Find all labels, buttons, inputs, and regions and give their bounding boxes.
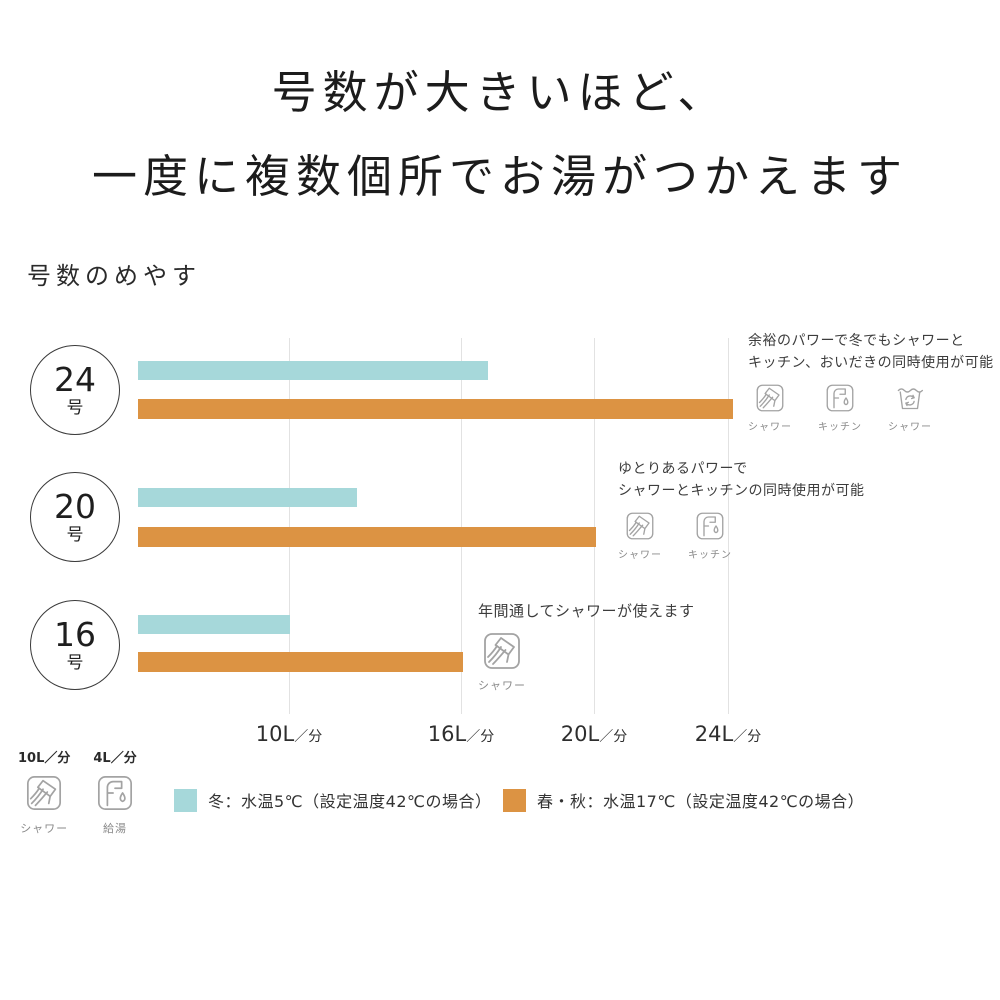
size-circle-20: 20 号 bbox=[30, 472, 120, 562]
icon-label: シャワー bbox=[618, 550, 662, 561]
legend-label: 春・秋：水温17℃（設定温度42℃の場合） bbox=[537, 792, 865, 811]
gridline-10l bbox=[289, 338, 290, 714]
shower-icon bbox=[755, 383, 785, 413]
kitchen-faucet-icon bbox=[695, 511, 725, 541]
tick-unit: ／分 bbox=[599, 729, 628, 745]
icon-unit: シャワー bbox=[888, 383, 932, 439]
shower-icon bbox=[625, 511, 655, 541]
annotation-24: 余裕のパワーで冬でもシャワーと キッチン、おいだきの同時使用が可能 シャワー bbox=[748, 330, 994, 439]
page-title-line2: 一度に複数個所でお湯がつかえます bbox=[91, 150, 908, 203]
size-unit: 号 bbox=[66, 653, 84, 673]
icon-unit: キッチン bbox=[818, 383, 862, 439]
legend-swatch-winter bbox=[174, 788, 197, 812]
annotation-icons: シャワー bbox=[478, 631, 695, 697]
size-number: 20 bbox=[54, 487, 96, 526]
gridline-16l bbox=[461, 338, 462, 714]
page-title-line1: 号数が大きいほど、 bbox=[271, 66, 729, 119]
annotation-icons: シャワー キッチン bbox=[618, 511, 865, 567]
annotation-text-line1: 余裕のパワーで冬でもシャワーと bbox=[748, 333, 965, 349]
size-number: 16 bbox=[54, 615, 96, 654]
size-number: 24 bbox=[54, 360, 96, 399]
flow-reference-shower: 10L／分 シャワー bbox=[18, 747, 70, 836]
flow-reference-hot-water: 4L／分 給湯 bbox=[93, 747, 136, 836]
legend-spring-autumn: 春・秋：水温17℃（設定温度42℃の場合） bbox=[503, 788, 864, 812]
axis-tick-20l: 20L／分 bbox=[561, 722, 627, 746]
bar-20-spring-autumn bbox=[138, 527, 596, 547]
icon-unit: キッチン bbox=[688, 511, 732, 567]
tick-unit: ／分 bbox=[733, 729, 762, 745]
size-circle-24: 24 号 bbox=[30, 345, 120, 435]
shower-icon bbox=[482, 631, 522, 671]
bar-24-spring-autumn bbox=[138, 399, 733, 419]
axis-tick-10l: 10L／分 bbox=[256, 722, 322, 746]
tick-value: 10L bbox=[255, 722, 295, 746]
annotation-text-line2: シャワーとキッチンの同時使用が可能 bbox=[618, 483, 865, 499]
icon-unit: シャワー bbox=[618, 511, 662, 567]
flow-value: 4L／分 bbox=[93, 751, 137, 766]
gridline-20l bbox=[594, 338, 595, 714]
legend-winter: 冬：水温5℃（設定温度42℃の場合） bbox=[174, 788, 491, 812]
icon-label: シャワー bbox=[478, 679, 526, 692]
legend-label: 冬：水温5℃（設定温度42℃の場合） bbox=[208, 792, 492, 811]
flow-label: 給湯 bbox=[103, 822, 128, 835]
flow-label: シャワー bbox=[20, 822, 69, 835]
tick-value: 20L bbox=[560, 722, 600, 746]
faucet-icon bbox=[96, 774, 134, 816]
size-unit: 号 bbox=[66, 525, 84, 545]
annotation-text-line1: ゆとりあるパワーで bbox=[618, 461, 748, 477]
bar-16-winter bbox=[138, 615, 290, 634]
flow-value: 10L／分 bbox=[18, 751, 71, 766]
bar-20-winter bbox=[138, 488, 357, 507]
flow-reference: 10L／分 シャワー 4L／分 bbox=[18, 747, 137, 836]
icon-unit: シャワー bbox=[748, 383, 792, 439]
tick-value: 16L bbox=[427, 722, 467, 746]
icon-label: キッチン bbox=[818, 422, 862, 433]
legend-swatch-spring-autumn bbox=[503, 788, 526, 812]
axis-tick-24l: 24L／分 bbox=[695, 722, 761, 746]
tick-unit: ／分 bbox=[466, 729, 495, 745]
icon-unit: シャワー bbox=[478, 631, 526, 697]
size-unit: 号 bbox=[66, 398, 84, 418]
gridline-24l bbox=[728, 338, 729, 714]
shower-icon bbox=[25, 774, 63, 816]
kitchen-faucet-icon bbox=[825, 383, 855, 413]
annotation-20: ゆとりあるパワーで シャワーとキッチンの同時使用が可能 シャワー bbox=[618, 458, 865, 567]
annotation-text-line2: キッチン、おいだきの同時使用が可能 bbox=[748, 355, 994, 371]
axis-tick-16l: 16L／分 bbox=[428, 722, 494, 746]
annotation-icons: シャワー キッチン bbox=[748, 383, 994, 439]
bar-24-winter bbox=[138, 361, 488, 380]
size-circle-16: 16 号 bbox=[30, 600, 120, 690]
tick-unit: ／分 bbox=[294, 729, 323, 745]
tick-value: 24L bbox=[694, 722, 734, 746]
annotation-text-line1: 年間通してシャワーが使えます bbox=[478, 602, 695, 620]
chart-subtitle: 号数のめやす bbox=[27, 262, 201, 290]
bath-reheat-icon bbox=[895, 383, 925, 413]
bar-16-spring-autumn bbox=[138, 652, 463, 672]
icon-label: シャワー bbox=[748, 422, 792, 433]
annotation-16: 年間通してシャワーが使えます シャワー bbox=[478, 600, 695, 697]
icon-label: キッチン bbox=[688, 550, 732, 561]
icon-label: シャワー bbox=[888, 422, 932, 433]
